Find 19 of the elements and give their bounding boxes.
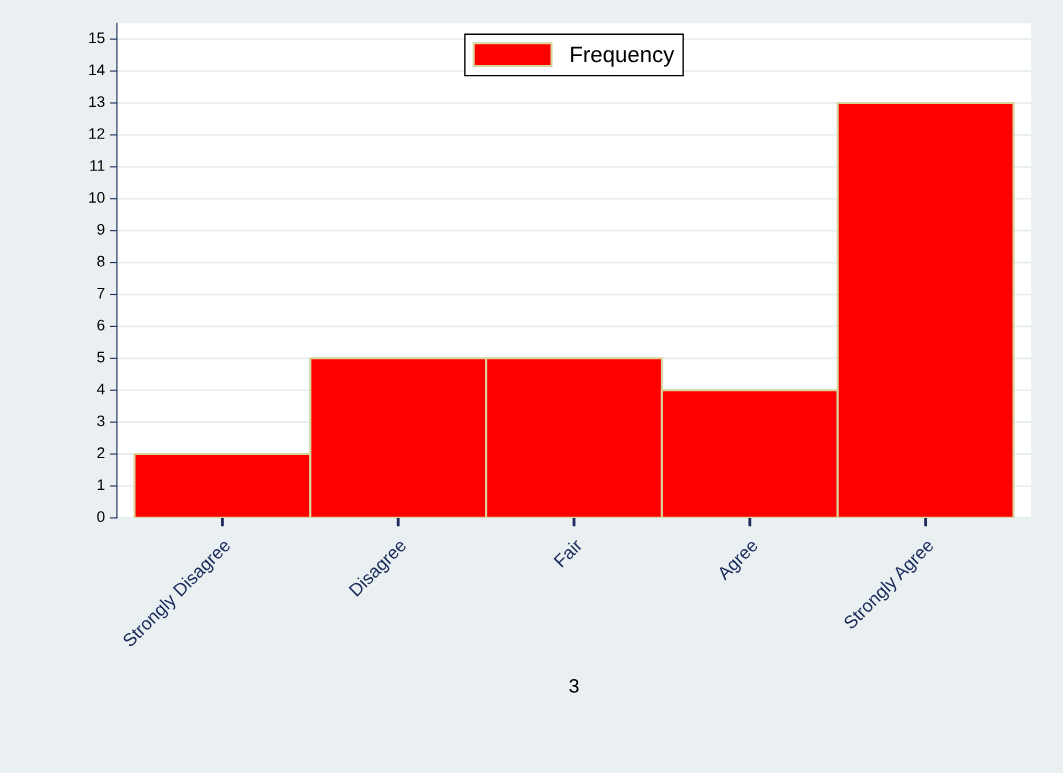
y-tick-label: 7 (97, 287, 105, 299)
y-tick-label: 15 (89, 32, 105, 44)
y-tick-label: 2 (97, 447, 105, 459)
y-tick-label: 8 (97, 255, 105, 267)
y-tick-label: 3 (97, 415, 105, 427)
legend-label: Frequency (571, 46, 675, 67)
y-tick-label: 11 (90, 160, 105, 171)
y-tick-label: 0 (97, 511, 105, 523)
y-tick-label: 1 (97, 479, 105, 490)
y-tick-label: 12 (89, 128, 105, 139)
y-tick-label: 6 (97, 319, 105, 331)
y-tick-label: 13 (89, 96, 105, 108)
x-tick-label: Fair (553, 537, 584, 568)
y-tick-label: 14 (89, 64, 105, 76)
y-tick-label: 9 (97, 223, 105, 235)
y-tick-label: 10 (89, 192, 105, 203)
y-tick-label: 5 (97, 351, 105, 363)
y-tick-label: 4 (96, 383, 105, 395)
x-axis-title: 3 (569, 679, 579, 693)
